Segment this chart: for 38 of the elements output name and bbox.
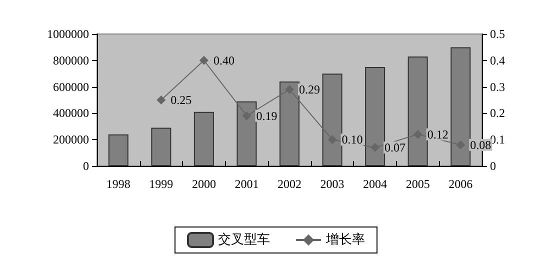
point [199, 56, 208, 65]
point [370, 143, 380, 152]
y2-tick-label: 0.3 [490, 80, 505, 94]
point [242, 111, 252, 120]
point [328, 135, 337, 144]
y-tick-label: 400000 [53, 106, 89, 120]
x-tick-label: 2000 [192, 177, 216, 191]
y2-tick-label: 0 [490, 159, 496, 173]
data-label: 0.08 [470, 138, 492, 152]
y-tick-label: 600000 [53, 80, 89, 94]
data-label: 0.07 [384, 140, 406, 155]
x-tick-label: 2001 [234, 177, 259, 191]
x-tick-label: 2002 [278, 177, 302, 191]
data-label: 0.19 [256, 108, 278, 123]
x-tick-label: 2005 [406, 177, 430, 191]
legend-label: 增长率 [325, 232, 365, 248]
y-tick-label: 1000000 [47, 27, 89, 41]
y-tick-label: 800000 [53, 53, 89, 68]
y2-tick-label: 0.4 [490, 53, 505, 68]
data-label: 0.12 [427, 127, 448, 142]
data-label: 0.29 [299, 82, 320, 96]
x-tick-label: 2004 [363, 177, 388, 191]
legend-label: 交叉型车 [218, 232, 270, 248]
data-label: 0.25 [170, 93, 192, 107]
point [285, 84, 294, 94]
point [413, 130, 422, 139]
x-tick-label: 2006 [448, 177, 473, 191]
x-tick-label: 1998 [106, 177, 130, 191]
x-tick-label: 2003 [320, 177, 344, 191]
y-tick-label: 200000 [53, 132, 89, 147]
data-label: 0.40 [213, 53, 234, 68]
point [156, 96, 166, 104]
y2-tick-label: 0.2 [490, 106, 505, 120]
y2-tick-label: 0.5 [490, 27, 505, 41]
x-tick-label: 1999 [149, 177, 174, 191]
data-label: 0.10 [342, 132, 363, 147]
point [456, 140, 466, 150]
y-tick-label: 0 [83, 159, 89, 173]
